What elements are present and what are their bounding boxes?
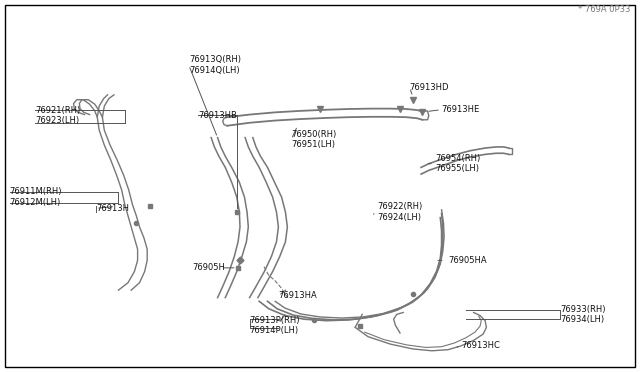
- Text: 76913Q(RH)
76914Q(LH): 76913Q(RH) 76914Q(LH): [189, 55, 241, 75]
- Text: 76913P(RH)
76914P(LH): 76913P(RH) 76914P(LH): [250, 316, 300, 335]
- Text: 76913HD: 76913HD: [410, 83, 449, 92]
- Text: 76913HC: 76913HC: [461, 341, 500, 350]
- Text: 76905H: 76905H: [192, 263, 225, 272]
- Text: 76933(RH)
76934(LH): 76933(RH) 76934(LH): [560, 305, 605, 324]
- Text: 76913HB: 76913HB: [198, 111, 237, 120]
- Text: 76905HA: 76905HA: [448, 256, 486, 265]
- Text: * 769A 0P33: * 769A 0P33: [578, 5, 630, 14]
- Text: 76911M(RH)
76912M(LH): 76911M(RH) 76912M(LH): [10, 187, 62, 207]
- Text: 76913HA: 76913HA: [278, 291, 317, 300]
- Text: 76913HE: 76913HE: [442, 105, 480, 114]
- Text: 76950(RH)
76951(LH): 76950(RH) 76951(LH): [291, 130, 337, 149]
- Text: 76954(RH)
76955(LH): 76954(RH) 76955(LH): [435, 154, 481, 173]
- Text: 76913H: 76913H: [96, 204, 129, 213]
- Text: 76921(RH)
76923(LH): 76921(RH) 76923(LH): [35, 106, 81, 125]
- Text: 76922(RH)
76924(LH): 76922(RH) 76924(LH): [378, 202, 423, 222]
